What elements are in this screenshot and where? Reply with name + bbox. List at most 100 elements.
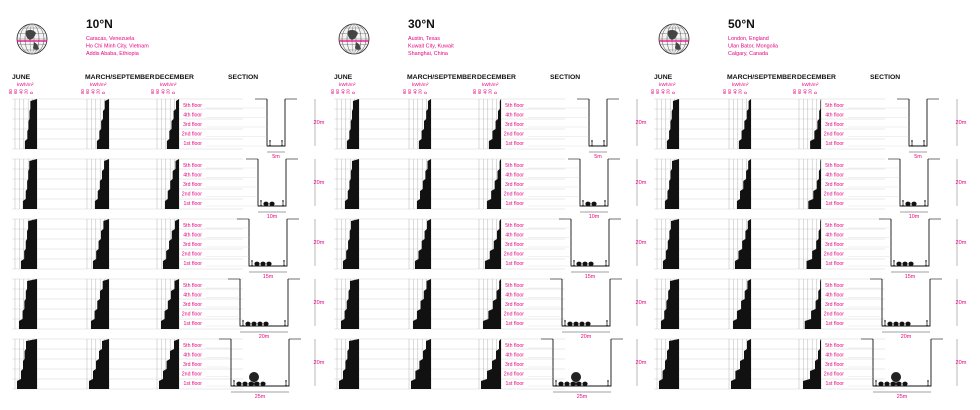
axis-tick-label: 40 [732, 89, 737, 94]
height-label: 20m [636, 240, 647, 246]
globe-icon [16, 23, 48, 55]
radiation-profile [488, 99, 501, 149]
floor-label: 5th floor [825, 103, 844, 109]
person-leg [283, 264, 286, 267]
car-icon [263, 201, 269, 206]
street-section [248, 219, 288, 267]
radiation-profile [346, 99, 359, 149]
street-section [230, 339, 290, 387]
height-label: 20m [314, 360, 325, 366]
person-icon [924, 260, 928, 267]
axis-tick-label: 0 [813, 91, 818, 94]
unit-label: kWh/m² [412, 82, 429, 88]
car-icon [564, 381, 570, 386]
floor-label: 4th floor [505, 173, 524, 179]
globe-continent [347, 29, 358, 40]
street-section [552, 339, 612, 387]
floor-label: 3rd floor [505, 182, 524, 188]
tree-canopy [249, 372, 259, 382]
person-leg [911, 144, 914, 147]
globe-continent [355, 42, 361, 50]
person-leg [269, 144, 272, 147]
axis-tick-label: 60 [477, 89, 482, 94]
person-icon [284, 380, 288, 387]
floor-label: 5th floor [825, 283, 844, 289]
person-leg [591, 144, 594, 147]
floor-label: 3rd floor [183, 122, 202, 128]
person-leg [874, 384, 877, 387]
floor-label: 4th floor [505, 113, 524, 119]
person-icon [280, 140, 284, 147]
street-width-label: 15m [585, 274, 596, 280]
floor-label: 5th floor [825, 163, 844, 169]
floor-label: 3rd floor [505, 122, 524, 128]
person-leg [555, 384, 558, 387]
person-icon [883, 320, 887, 327]
person-icon [283, 320, 287, 327]
street-width-label: 15m [905, 274, 916, 280]
person-leg [573, 264, 576, 267]
floor-label: 2nd floor [504, 132, 524, 138]
floor-label: 4th floor [183, 293, 202, 299]
column-header: MARCH/SEPTEMBER [85, 74, 155, 81]
axis-tick-label: 80 [80, 89, 85, 94]
car-icon [899, 321, 905, 326]
radiation-profile [92, 219, 109, 269]
axis-tick-label: 0 [423, 91, 428, 94]
floor-label: 1st floor [184, 321, 203, 327]
car-icon [890, 381, 896, 386]
floor-label: 2nd floor [824, 312, 844, 318]
radiation-profile [412, 279, 431, 329]
person-head [884, 320, 886, 322]
street-width-label: 25m [897, 394, 908, 400]
floor-label: 2nd floor [824, 192, 844, 198]
person-head [591, 140, 593, 142]
floor-label: 4th floor [825, 353, 844, 359]
street-width-label: 10m [267, 214, 278, 220]
axis-tick-label: 0 [743, 91, 748, 94]
axis-tick-label: 80 [402, 89, 407, 94]
person-head [260, 200, 262, 202]
street-width-label: 15m [263, 274, 274, 280]
axis-tick-label: 40 [802, 89, 807, 94]
radiation-profile [162, 219, 179, 269]
street-width-label: 5m [594, 154, 602, 160]
street-width-label: 25m [255, 394, 266, 400]
floor-label: 2nd floor [824, 372, 844, 378]
axis-tick-label: 20 [488, 89, 493, 94]
radiation-profile [342, 219, 359, 269]
radiation-profile [158, 339, 179, 389]
axis-tick-label: 40 [90, 89, 95, 94]
city-label: Caracas, Venezuela [86, 36, 134, 42]
axis-tick-label: 40 [18, 89, 23, 94]
radiation-profile [484, 219, 501, 269]
person-leg [902, 204, 905, 207]
street-width-label: 20m [581, 334, 592, 340]
floor-label: 3rd floor [505, 242, 524, 248]
person-leg [242, 324, 245, 327]
floor-label: 2nd floor [504, 252, 524, 258]
floor-label: 1st floor [506, 321, 525, 327]
axis-tick-label: 40 [412, 89, 417, 94]
building-row-2: 5th floor 4th floor 3rd floor 2nd floor 1st … [334, 218, 647, 280]
person-leg [241, 324, 244, 327]
unit-label: kWh/m² [17, 82, 34, 88]
person-head [281, 140, 283, 142]
person-head [606, 320, 608, 322]
radiation-profile [734, 219, 751, 269]
person-icon [232, 380, 236, 387]
column-header: JUNE [12, 74, 31, 81]
floor-label: 1st floor [506, 381, 525, 387]
height-label: 20m [636, 360, 647, 366]
tree-icon [249, 372, 259, 386]
city-label: Shanghai, China [408, 51, 448, 57]
person-icon [605, 320, 609, 327]
building-row-3: 5th floor 4th floor 3rd floor 2nd floor 1st … [334, 278, 647, 340]
floor-label: 5th floor [505, 163, 524, 169]
car-icon [902, 261, 908, 266]
person-icon [602, 140, 606, 147]
floor-label: 3rd floor [183, 362, 202, 368]
building-row-2: 5th floor 4th floor 3rd floor 2nd floor 1st … [654, 218, 967, 280]
person-head [564, 320, 566, 322]
latitude-panel-1: 30°N Austin, Texas Kuwait City, KuwaitShan… [330, 17, 647, 400]
